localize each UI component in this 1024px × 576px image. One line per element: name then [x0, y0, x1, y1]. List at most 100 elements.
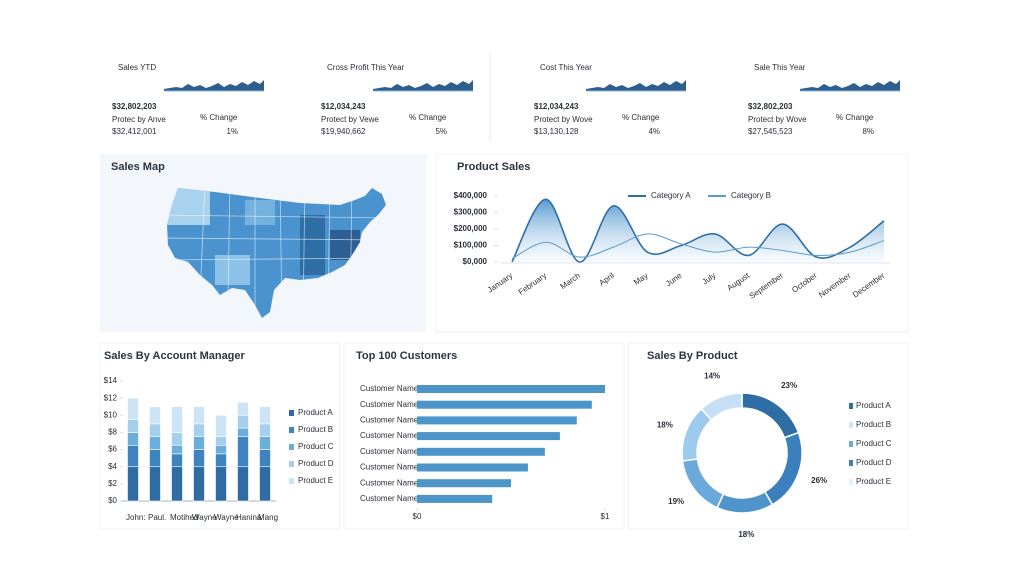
- kpi-sub: Protect by Wove: [534, 115, 593, 124]
- legend-label: Category A: [651, 191, 691, 200]
- bar-segment: [237, 414, 249, 429]
- y-tick-label: $0,000: [463, 257, 488, 266]
- legend-label: Product A: [298, 408, 333, 417]
- bar-segment: [193, 466, 205, 502]
- kpi-change: 5%: [435, 127, 447, 136]
- legend-label: Product C: [856, 439, 892, 448]
- data-label: 26%: [811, 476, 827, 485]
- x-tick-label: Mang: [258, 513, 278, 522]
- bar-segment: [237, 427, 249, 438]
- legend-swatch: [849, 441, 853, 447]
- legend-label: Product E: [298, 476, 333, 485]
- x-tick-label: Hanina: [236, 513, 262, 522]
- chart-title: Sales By Product: [647, 350, 738, 362]
- kpi-prev: $32,412,001: [112, 127, 157, 136]
- y-tick-label: Customer Name: [360, 478, 419, 487]
- y-tick-label: $0: [108, 496, 117, 505]
- bar: [417, 479, 511, 488]
- kpi-panel: [100, 48, 908, 148]
- y-tick-label: $14: [104, 376, 118, 385]
- sparkline: [164, 80, 264, 91]
- kpi-change-label: % Change: [409, 113, 447, 122]
- x-tick-label: Wayne: [192, 513, 217, 522]
- x-tick-label: John:: [126, 513, 146, 522]
- data-label: 14%: [704, 372, 720, 381]
- legend-label: Product C: [298, 442, 334, 451]
- bar-segment: [237, 402, 249, 416]
- data-label: 18%: [738, 530, 754, 539]
- kpi-change-label: % Change: [622, 113, 660, 122]
- bar-segment: [171, 466, 183, 502]
- legend-swatch: [289, 410, 294, 416]
- bar-segment: [259, 449, 271, 468]
- bar: [417, 447, 545, 456]
- x-tick-label: $1: [601, 512, 610, 521]
- bar-segment: [215, 436, 227, 446]
- bar-segment: [259, 466, 271, 502]
- bar: [417, 463, 528, 472]
- kpi-prev: $27,545,523: [748, 127, 793, 136]
- kpi-change: 8%: [862, 127, 874, 136]
- legend-label: Category B: [731, 191, 771, 200]
- kpi-value: $12,034,243: [321, 102, 366, 111]
- legend-swatch: [849, 479, 853, 485]
- bar-segment: [127, 397, 139, 420]
- y-tick-label: $10: [104, 410, 118, 419]
- kpi-value: $12,034,243: [534, 102, 579, 111]
- legend-label: Product D: [856, 458, 892, 467]
- y-tick-label: Customer Name: [360, 463, 419, 472]
- line: [511, 198, 885, 263]
- data-label: 23%: [781, 381, 797, 390]
- bar-segment: [193, 436, 205, 450]
- bar-segment: [149, 449, 161, 468]
- legend-swatch: [849, 422, 853, 428]
- sparkline: [800, 80, 900, 91]
- bar: [417, 416, 577, 425]
- bar-segment: [127, 419, 139, 433]
- kpi-sub: Protect by Wove: [748, 115, 807, 124]
- y-tick-label: $2: [108, 479, 117, 488]
- x-tick-label: $0: [413, 512, 422, 521]
- y-tick-label: Customer Name: [360, 447, 419, 456]
- legend-swatch: [289, 461, 294, 467]
- bar-segment: [259, 406, 271, 425]
- bar: [417, 400, 592, 409]
- bar: [417, 494, 493, 503]
- y-tick-label: Customer Name: [360, 384, 419, 393]
- kpi-change-label: % Change: [836, 113, 874, 122]
- data-label: 19%: [668, 497, 684, 506]
- y-tick-label: Customer Name: [360, 494, 419, 503]
- x-tick-label: Paul.: [148, 513, 166, 522]
- donut-slice: [700, 392, 743, 421]
- legend-swatch: [289, 478, 294, 484]
- kpi-title: Cross Profit This Year: [327, 63, 405, 72]
- y-tick-label: $6: [108, 445, 117, 454]
- legend-label: Product B: [298, 425, 333, 434]
- bar-segment: [259, 423, 271, 438]
- kpi-prev: $19,940,662: [321, 127, 366, 136]
- x-tick-label: Wayne: [214, 513, 239, 522]
- kpi-value: $32,802,203: [748, 102, 793, 111]
- y-tick-label: $100,000: [454, 241, 488, 250]
- bar: [417, 385, 605, 393]
- bar-segment: [259, 436, 271, 450]
- legend-label: Product D: [298, 459, 334, 468]
- y-tick-label: $8: [108, 428, 117, 437]
- kpi-value: $32,802,203: [112, 102, 157, 111]
- bar-segment: [215, 444, 227, 455]
- x-tick-label: Motihed: [170, 513, 198, 522]
- kpi-title: Sales YTD: [118, 63, 156, 72]
- bar-segment: [237, 436, 249, 468]
- y-tick-label: $200,000: [454, 224, 488, 233]
- legend-swatch: [849, 460, 853, 466]
- chart-title: Top 100 Customers: [356, 350, 457, 362]
- line-panel: [435, 153, 909, 333]
- bar-segment: [215, 453, 227, 468]
- line: [511, 233, 885, 260]
- area: [512, 199, 884, 263]
- legend-swatch: [289, 444, 294, 450]
- bar-segment: [171, 453, 183, 468]
- legend-swatch: [289, 427, 294, 433]
- kpi-sub: Protec by Anve: [112, 115, 166, 124]
- y-tick-label: $4: [108, 462, 117, 471]
